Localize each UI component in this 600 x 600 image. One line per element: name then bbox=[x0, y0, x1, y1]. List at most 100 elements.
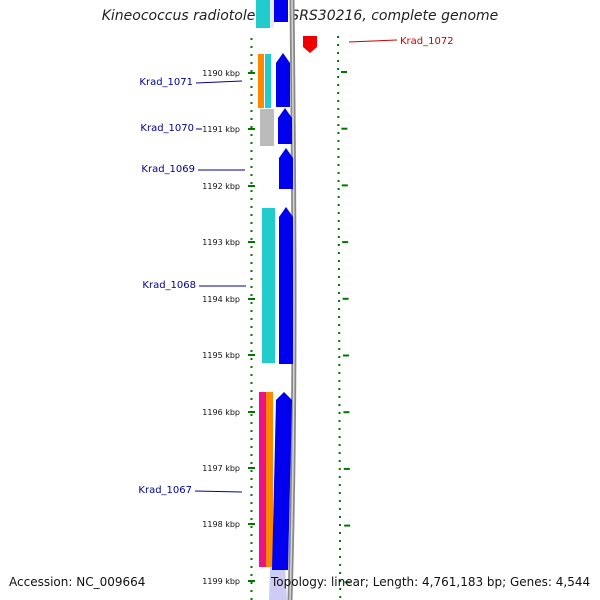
track-dot bbox=[250, 406, 253, 408]
track-dot bbox=[338, 460, 341, 462]
track-dot bbox=[250, 342, 253, 344]
track-dot bbox=[337, 116, 340, 118]
feature-band-teal bbox=[262, 208, 275, 363]
track-dot bbox=[250, 470, 253, 472]
track-dot bbox=[250, 590, 253, 592]
track-dot bbox=[338, 516, 341, 518]
track-mark bbox=[343, 467, 350, 470]
track-dot bbox=[339, 540, 342, 542]
track-dot bbox=[339, 548, 342, 550]
track-dot bbox=[250, 366, 253, 368]
right-dotted-track bbox=[337, 36, 342, 598]
gene-label: Krad_1069 bbox=[141, 164, 195, 175]
track-dot bbox=[250, 598, 253, 600]
track-dot bbox=[250, 134, 253, 136]
track-dot bbox=[250, 390, 253, 392]
gene-leader-line bbox=[348, 39, 398, 43]
ruler-tick-label: 1194 kbp bbox=[202, 295, 240, 304]
ruler-tick bbox=[248, 298, 255, 300]
left-dotted-track bbox=[250, 38, 253, 600]
track-dot bbox=[250, 150, 253, 152]
track-dot bbox=[250, 302, 253, 304]
track-dot bbox=[250, 358, 253, 360]
track-dot bbox=[338, 492, 341, 494]
track-dot bbox=[337, 84, 340, 86]
track-dot bbox=[250, 214, 253, 216]
track-dot bbox=[250, 294, 253, 296]
track-dot bbox=[337, 140, 340, 142]
ruler-tick-label: 1190 kbp bbox=[202, 69, 240, 78]
track-dot bbox=[338, 380, 341, 382]
track-dot bbox=[337, 180, 340, 182]
track-dot bbox=[250, 238, 253, 240]
gene-arrow-krad-1069 bbox=[279, 148, 293, 189]
gene-leader-line bbox=[194, 490, 243, 493]
ruler-tick bbox=[248, 523, 255, 525]
track-dot bbox=[250, 94, 253, 96]
gene-label: Krad_1070 bbox=[140, 123, 194, 134]
track-dot bbox=[338, 452, 341, 454]
track-dot bbox=[250, 462, 253, 464]
track-dot bbox=[337, 204, 340, 206]
track-dot bbox=[339, 564, 342, 566]
track-dot bbox=[338, 308, 341, 310]
track-dot bbox=[250, 318, 253, 320]
ruler-tick bbox=[248, 128, 255, 130]
track-dot bbox=[337, 228, 340, 230]
track-dot bbox=[250, 110, 253, 112]
track-dot bbox=[250, 430, 253, 432]
track-dot bbox=[250, 246, 253, 248]
track-dot bbox=[337, 268, 340, 270]
gene-arrow-krad-1068 bbox=[279, 207, 293, 364]
gene-arrow-partial bbox=[274, 0, 288, 22]
track-dot bbox=[250, 518, 253, 520]
track-dot bbox=[250, 102, 253, 104]
ruler-tick bbox=[248, 72, 255, 74]
gene-label: Krad_1067 bbox=[138, 485, 192, 496]
track-dot bbox=[250, 534, 253, 536]
ruler-tick-label: 1191 kbp bbox=[202, 125, 240, 134]
track-dot bbox=[337, 132, 340, 134]
track-dot bbox=[337, 44, 340, 46]
track-dot bbox=[337, 236, 340, 238]
track-dot bbox=[339, 580, 342, 582]
track-dot bbox=[250, 326, 253, 328]
track-dot bbox=[250, 54, 253, 56]
track-dot bbox=[250, 86, 253, 88]
track-mark bbox=[342, 241, 349, 244]
track-dot bbox=[337, 124, 340, 126]
track-mark bbox=[343, 411, 350, 414]
track-dot bbox=[338, 468, 341, 470]
gene-arrow-krad-1072 bbox=[303, 36, 317, 53]
track-dot bbox=[337, 108, 340, 110]
track-dot bbox=[339, 572, 342, 574]
track-dot bbox=[338, 428, 341, 430]
track-dot bbox=[338, 364, 341, 366]
track-dot bbox=[250, 126, 253, 128]
track-dot bbox=[337, 36, 339, 38]
track-dot bbox=[250, 382, 253, 384]
kbp-ruler: 1190 kbp 1191 kbp 1192 kbp 1193 kbp 1194 kbp… bbox=[202, 69, 255, 586]
feature-band-teal bbox=[256, 0, 270, 28]
track-dot bbox=[338, 404, 341, 406]
track-dot bbox=[250, 510, 253, 512]
track-dot bbox=[338, 500, 341, 502]
track-dot bbox=[338, 316, 341, 318]
track-dot bbox=[250, 46, 253, 48]
track-dot bbox=[338, 300, 341, 302]
feature-band-orange bbox=[266, 392, 273, 567]
gene-label: Krad_1072 bbox=[400, 36, 454, 47]
track-dot bbox=[250, 230, 253, 232]
track-dot bbox=[338, 340, 341, 342]
track-dot bbox=[337, 212, 340, 214]
track-dot bbox=[250, 558, 253, 560]
track-dot bbox=[250, 62, 253, 64]
track-dot bbox=[338, 388, 341, 390]
track-dot bbox=[337, 52, 340, 54]
track-dot bbox=[250, 334, 253, 336]
track-dot bbox=[250, 286, 253, 288]
track-dot bbox=[337, 100, 340, 102]
gene-arrow-krad-1070 bbox=[278, 108, 292, 144]
track-dot bbox=[337, 76, 340, 78]
gene-label: Krad_1068 bbox=[142, 280, 196, 291]
